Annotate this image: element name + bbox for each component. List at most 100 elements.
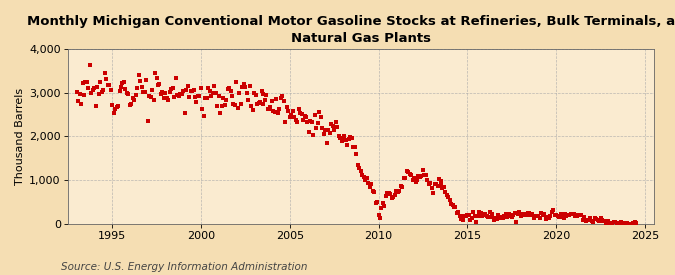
Point [373,212,384,217]
Point [454,214,465,218]
Point [439,190,450,194]
Point [253,101,264,105]
Point [509,211,520,215]
Point [151,76,162,81]
Point [548,208,559,212]
Point [286,113,296,117]
Point [583,218,594,222]
Point [495,215,506,220]
Point [478,213,489,218]
Point [364,185,375,189]
Point [311,126,322,130]
Point [456,217,467,221]
Point [574,213,585,218]
Point [314,110,325,114]
Point [139,90,150,95]
Point [406,173,416,177]
Point [453,210,464,214]
Point [166,87,177,91]
Point [315,115,326,119]
Point [114,89,125,93]
Point [431,182,441,186]
Point [341,138,352,142]
Point [579,215,590,219]
Point [587,219,597,224]
Point [367,189,378,193]
Point [487,211,498,216]
Point [468,210,479,214]
Point [275,96,286,100]
Point [464,213,475,218]
Point [427,185,437,190]
Point [218,96,229,100]
Point [146,88,157,92]
Point [526,213,537,218]
Point [167,85,178,90]
Point [83,86,94,90]
Point [283,109,294,113]
Point [298,118,308,122]
Point [304,130,315,134]
Point [560,212,570,217]
Point [330,120,341,125]
Point [481,214,492,219]
Point [576,213,587,217]
Point [256,89,267,93]
Point [545,214,556,219]
Point [484,210,495,214]
Point [141,78,152,82]
Point [362,181,373,186]
Point [514,210,524,214]
Point [308,133,319,138]
Point [198,114,209,118]
Point [90,103,101,108]
Point [505,214,516,218]
Point [401,169,412,173]
Point [194,94,205,99]
Point [530,214,541,219]
Point [211,91,221,95]
Point [228,101,239,106]
Point [422,177,433,182]
Point [391,189,402,194]
Point [541,217,551,221]
Point [428,191,439,195]
Point [225,89,236,93]
Point [511,220,522,224]
Point [205,89,215,93]
Point [483,215,493,219]
Point [413,174,424,179]
Point [154,82,165,87]
Point [274,106,285,111]
Point [572,214,583,218]
Point [236,102,246,107]
Point [592,218,603,222]
Point [527,212,538,216]
Point [496,215,507,220]
Point [361,176,372,180]
Point [516,212,527,216]
Point [389,193,400,197]
Point [582,217,593,222]
Point [78,93,89,98]
Point [591,217,601,221]
Point [292,120,302,124]
Point [369,190,379,194]
Point [502,215,513,219]
Point [336,139,347,144]
Point [452,210,462,215]
Point [74,91,85,96]
Point [169,95,180,99]
Point [262,107,273,111]
Point [232,106,243,111]
Point [351,152,362,156]
Point [219,103,230,107]
Point [271,97,281,101]
Point [546,210,557,214]
Point [317,126,327,131]
Point [296,112,307,116]
Point [608,219,619,224]
Point [269,109,280,114]
Point [429,182,440,186]
Point [326,122,337,126]
